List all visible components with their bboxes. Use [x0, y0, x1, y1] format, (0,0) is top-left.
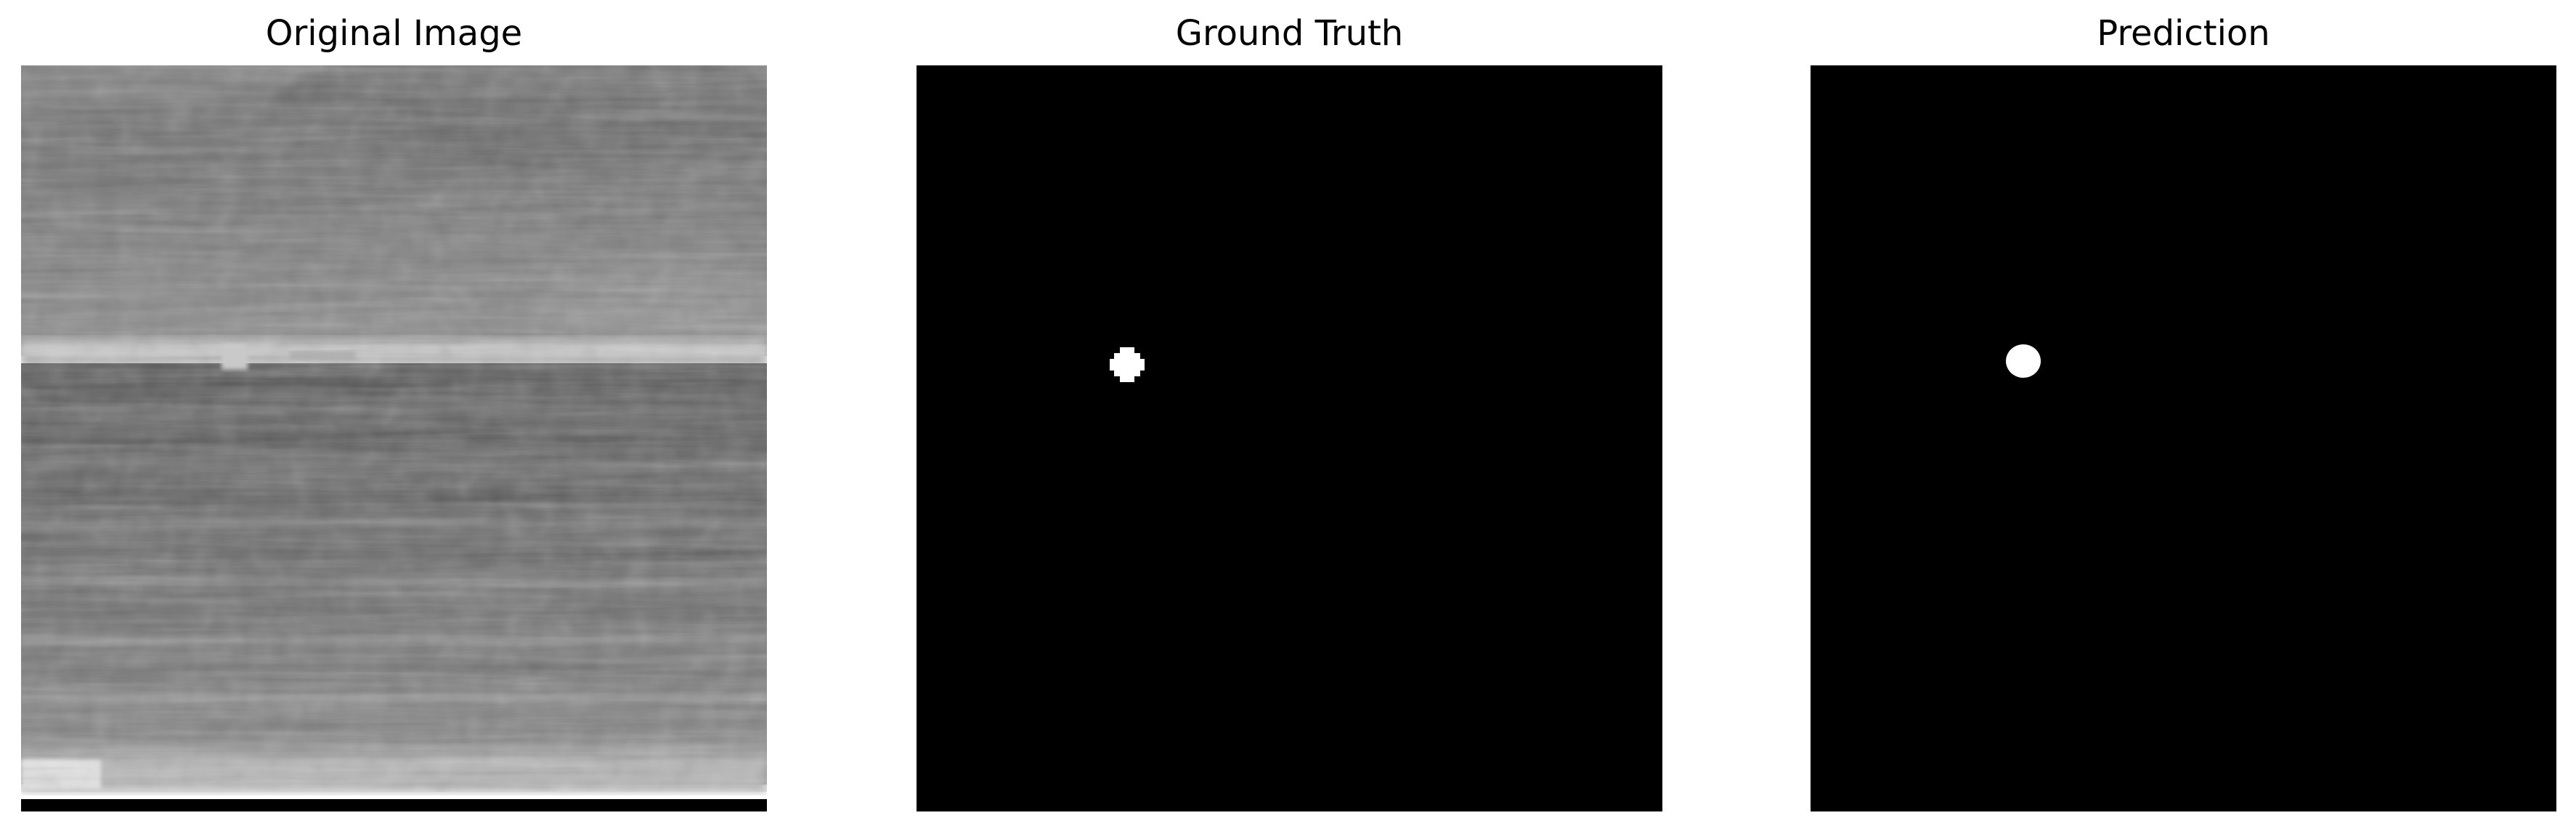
ground-truth-mask: [917, 65, 1662, 811]
target-blob: [222, 344, 248, 370]
bottom-black-bar: [21, 799, 767, 811]
mask-canvas: [917, 65, 1662, 811]
mask-background: [917, 65, 1662, 811]
panel-title: Ground Truth: [1175, 13, 1404, 54]
ground-truth-target: [1110, 347, 1145, 382]
infrared-scene: [21, 65, 767, 811]
mask-background: [1811, 65, 2556, 811]
panel-title: Prediction: [2097, 13, 2270, 54]
panel-title: Original Image: [265, 13, 523, 54]
predicted-target: [2006, 344, 2041, 378]
mask-canvas: [1811, 65, 2556, 811]
original-infrared-image: [21, 65, 767, 811]
prediction-mask: [1811, 65, 2556, 811]
